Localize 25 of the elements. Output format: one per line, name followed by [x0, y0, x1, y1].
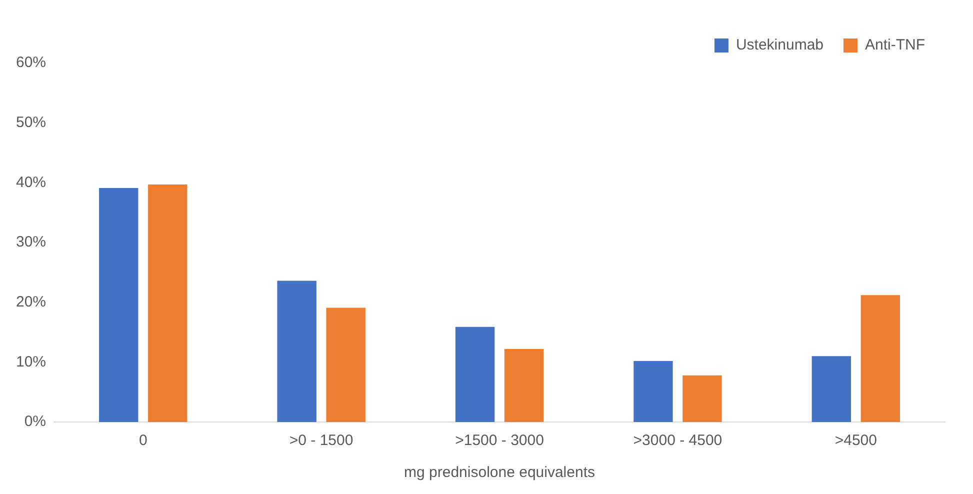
bar: [812, 356, 851, 422]
bar: [860, 295, 900, 422]
bar: [326, 308, 366, 422]
bar: [682, 375, 722, 422]
y-tick-label: 50%: [16, 114, 46, 131]
x-tick-label: 0: [138, 432, 148, 450]
bar: [148, 184, 188, 422]
x-tick-label: >0 - 1500: [289, 432, 354, 450]
x-tick-label: >4500: [834, 432, 877, 450]
x-tick-label: >3000 - 4500: [633, 432, 722, 450]
bar: [277, 280, 316, 422]
bar: [504, 349, 544, 422]
y-tick-label: 0%: [24, 413, 46, 430]
y-tick-label: 10%: [16, 353, 46, 370]
y-tick-label: 30%: [16, 234, 46, 251]
y-tick-label: 40%: [16, 174, 46, 191]
legend-label: Ustekinumab: [736, 36, 824, 54]
bar: [99, 188, 138, 422]
bar: [455, 326, 495, 422]
legend-label: Anti-TNF: [865, 36, 925, 54]
y-tick-label: 60%: [16, 54, 46, 72]
bar: [634, 360, 673, 422]
x-tick-label: >1500 - 3000: [455, 432, 544, 450]
x-axis-title: mg prednisolone equivalents: [404, 464, 595, 482]
y-tick-label: 20%: [16, 293, 46, 310]
